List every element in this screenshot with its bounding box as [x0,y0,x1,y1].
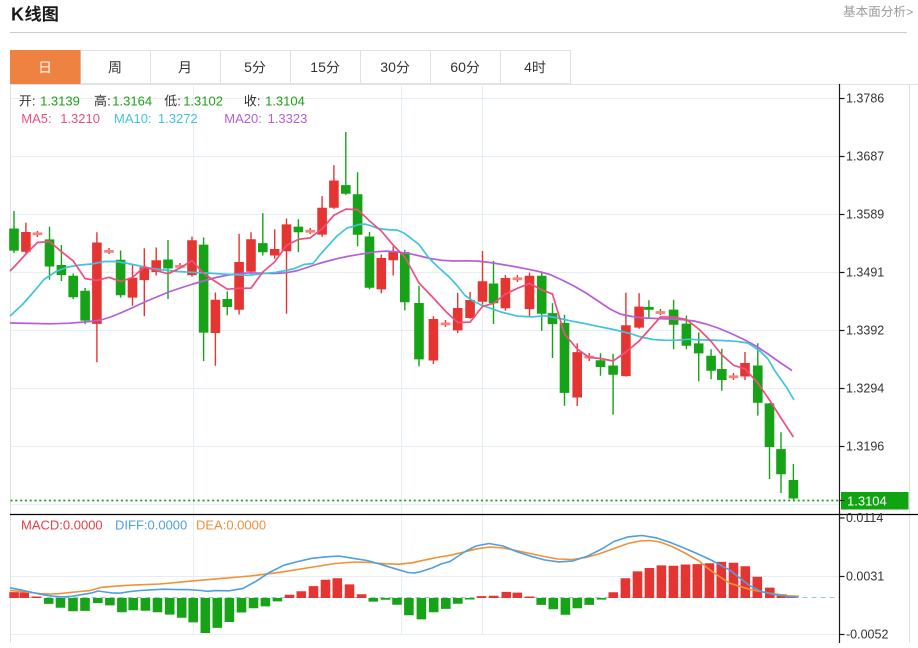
svg-text:1.3196: 1.3196 [846,440,884,454]
svg-text:1.3164: 1.3164 [112,93,152,108]
svg-text:30: 30 [380,59,396,75]
svg-text:1.3139: 1.3139 [40,93,80,108]
svg-text:1.3589: 1.3589 [846,208,884,222]
svg-text:1.3786: 1.3786 [846,92,884,106]
svg-text:4: 4 [524,59,532,75]
svg-text:MA5:: MA5: [21,111,51,126]
svg-text:5: 5 [244,59,252,75]
svg-text:1.3392: 1.3392 [846,324,884,338]
svg-text:1.3102: 1.3102 [183,93,223,108]
svg-text:DIFF:0.0000: DIFF:0.0000 [115,518,187,533]
svg-text:1.3104: 1.3104 [265,93,305,108]
svg-text:DEA:0.0000: DEA:0.0000 [196,518,266,533]
svg-text:15: 15 [310,59,326,75]
svg-text:1.3294: 1.3294 [846,382,884,396]
svg-text:MA20:: MA20: [224,111,262,126]
svg-text:1.3104: 1.3104 [847,493,887,508]
svg-text:-0.0052: -0.0052 [846,628,888,642]
svg-text:K: K [11,4,24,24]
svg-text:0.0031: 0.0031 [846,570,884,584]
svg-text::: : [177,93,181,108]
svg-text:1.3491: 1.3491 [846,266,884,280]
svg-text:1.3323: 1.3323 [268,111,308,126]
svg-text:60: 60 [450,59,466,75]
svg-text:MACD:0.0000: MACD:0.0000 [21,518,103,533]
svg-text:>: > [906,5,913,19]
svg-text:MA10:: MA10: [114,111,152,126]
svg-text::: : [257,93,261,108]
svg-text::: : [107,93,111,108]
svg-text:1.3210: 1.3210 [60,111,100,126]
svg-text:1.3687: 1.3687 [846,150,884,164]
svg-text:0.0114: 0.0114 [846,511,883,525]
svg-text:1.3272: 1.3272 [158,111,198,126]
svg-text::: : [32,93,36,108]
